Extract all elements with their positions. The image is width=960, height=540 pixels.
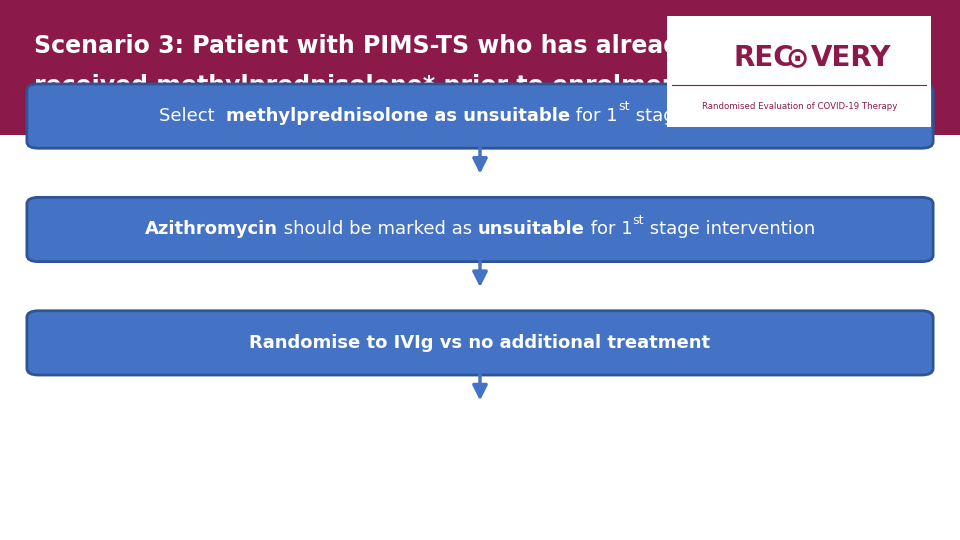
Text: unsuitable: unsuitable xyxy=(478,220,585,239)
FancyBboxPatch shape xyxy=(27,197,933,261)
FancyBboxPatch shape xyxy=(0,0,960,135)
FancyBboxPatch shape xyxy=(27,311,933,375)
Text: Scenario 3: Patient with PIMS-TS who has already: Scenario 3: Patient with PIMS-TS who has… xyxy=(34,34,695,58)
Text: Randomised Evaluation of COVID-19 Therapy: Randomised Evaluation of COVID-19 Therap… xyxy=(702,103,897,111)
FancyBboxPatch shape xyxy=(27,84,933,148)
Text: for 1: for 1 xyxy=(570,107,618,125)
Text: for 1: for 1 xyxy=(585,220,633,239)
Text: VERY: VERY xyxy=(810,44,891,72)
Text: REC: REC xyxy=(733,44,795,72)
Text: methylprednisolone as unsuitable: methylprednisolone as unsuitable xyxy=(227,107,570,125)
Text: Randomise to IVIg vs no additional treatment: Randomise to IVIg vs no additional treat… xyxy=(250,334,710,352)
FancyBboxPatch shape xyxy=(667,16,931,127)
Text: stage intervention: stage intervention xyxy=(630,107,801,125)
Text: should be marked as: should be marked as xyxy=(277,220,478,239)
Text: stage intervention: stage intervention xyxy=(644,220,815,239)
Text: * (or equivalent to ≥ 2mg/kg prednisolone ): * (or equivalent to ≥ 2mg/kg prednisolon… xyxy=(34,114,338,129)
Text: Azithromycin: Azithromycin xyxy=(145,220,277,239)
Text: received methylprednisolone* prior to enrolment: received methylprednisolone* prior to en… xyxy=(34,75,689,98)
Text: st: st xyxy=(618,100,630,113)
Text: st: st xyxy=(633,214,644,227)
Text: ⊙: ⊙ xyxy=(785,44,809,72)
Text: Select: Select xyxy=(159,107,227,125)
